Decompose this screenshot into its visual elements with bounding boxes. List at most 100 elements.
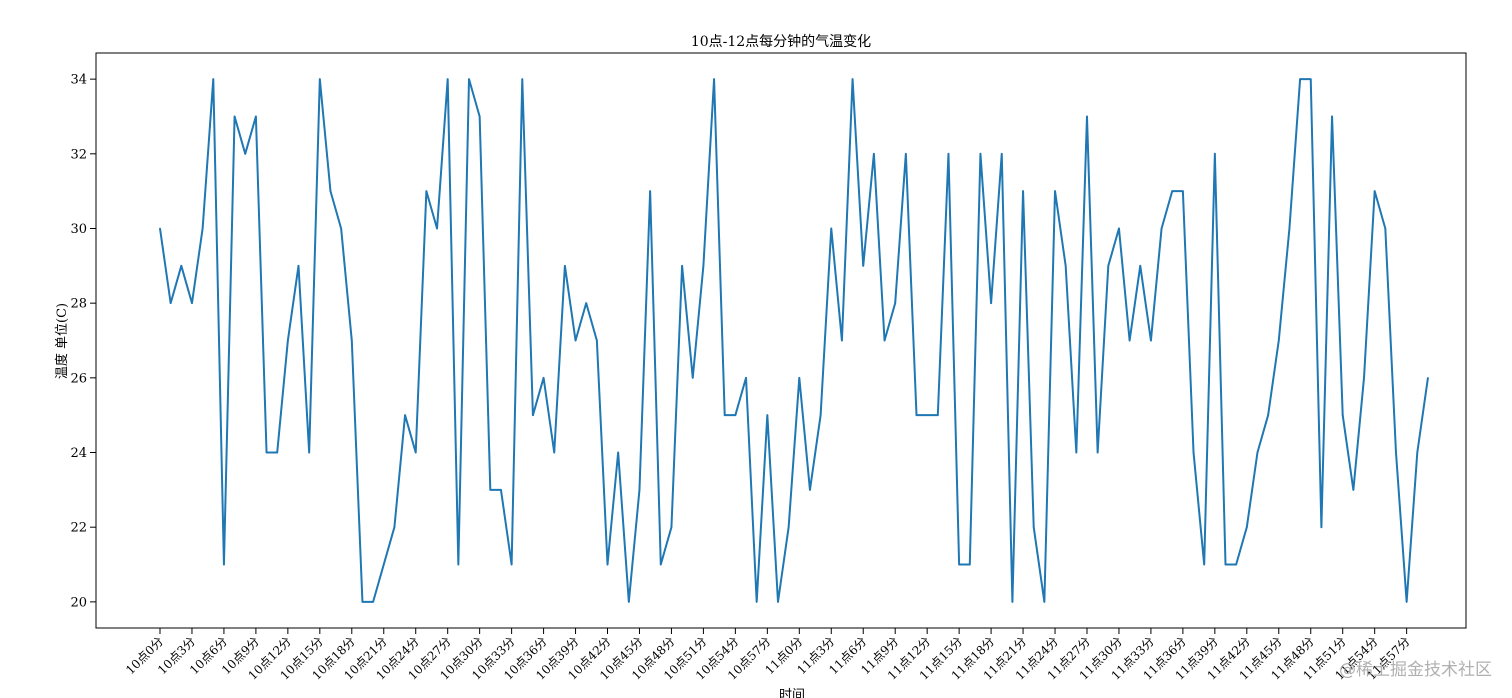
data-point [1032, 526, 1035, 528]
data-point [308, 451, 310, 454]
data-point [1086, 115, 1088, 118]
data-point [361, 601, 364, 603]
temperature-line [159, 78, 1429, 603]
data-point [905, 153, 907, 155]
data-point [937, 414, 939, 416]
y-tick-label: 30 [70, 222, 87, 237]
data-point [979, 153, 982, 155]
watermark: @稀土掘金技术社区 [1339, 660, 1492, 680]
y-tick-label: 22 [70, 521, 87, 536]
data-point [265, 451, 268, 454]
data-point [702, 265, 705, 267]
data-point [244, 153, 247, 155]
data-point [489, 489, 492, 491]
data-point [606, 563, 609, 566]
data-point [851, 78, 854, 80]
data-point [734, 414, 737, 416]
data-point [1128, 339, 1131, 342]
data-point [1096, 451, 1099, 454]
data-point [1054, 190, 1056, 192]
data-point [1214, 153, 1216, 155]
data-point [1075, 451, 1078, 454]
data-point [777, 601, 779, 603]
data-point [468, 78, 470, 80]
data-point [212, 78, 215, 80]
data-point [446, 78, 449, 80]
data-point [1011, 601, 1014, 603]
y-tick-label: 24 [70, 446, 87, 461]
data-point [425, 190, 428, 192]
data-point [723, 414, 726, 416]
data-point [1277, 339, 1280, 342]
data-point [1203, 563, 1205, 566]
data-point [841, 339, 843, 342]
data-point [287, 339, 289, 342]
data-point [201, 227, 204, 230]
data-point [1416, 451, 1419, 454]
data-point [766, 414, 769, 416]
data-point [1246, 526, 1248, 528]
data-point [873, 153, 875, 155]
data-point [329, 190, 332, 192]
data-point [862, 265, 865, 267]
data-point [1192, 451, 1195, 454]
data-point [436, 227, 438, 230]
data-point [223, 563, 225, 566]
y-tick-label: 26 [70, 371, 87, 386]
data-point [500, 489, 502, 491]
data-point [894, 302, 896, 304]
data-point [745, 377, 747, 379]
data-point [1267, 414, 1269, 416]
y-tick-label: 32 [70, 147, 87, 162]
data-point [1384, 227, 1387, 230]
data-point [1395, 451, 1397, 454]
data-point [947, 153, 950, 155]
data-point [926, 414, 928, 416]
data-point [350, 339, 353, 342]
data-point [1118, 227, 1120, 230]
data-point [191, 302, 193, 304]
data-point [1405, 601, 1408, 603]
data-point [649, 190, 651, 192]
data-point [990, 302, 992, 304]
data-point [1299, 78, 1301, 80]
x-axis-label: 时间 [779, 688, 805, 698]
data-point [393, 526, 396, 528]
data-point [798, 377, 801, 379]
data-point [1288, 227, 1291, 230]
data-point [883, 339, 886, 342]
data-point [159, 227, 161, 230]
data-point [713, 78, 715, 80]
plot-frame [95, 52, 1467, 629]
x-axis-ticks: 10点0分10点3分10点6分10点9分10点12分10点15分10点18分10… [123, 628, 1413, 683]
data-point [659, 563, 662, 566]
data-point [1363, 377, 1365, 379]
data-point [1064, 265, 1067, 267]
data-point [372, 601, 374, 603]
y-axis-label: 温度 单位(C) [54, 303, 70, 379]
data-point [1352, 489, 1355, 491]
data-point [255, 115, 257, 118]
data-points [159, 78, 1429, 603]
data-point [169, 302, 172, 304]
data-point [1000, 153, 1003, 155]
data-point [1373, 190, 1376, 192]
data-point [915, 414, 918, 416]
data-point [1235, 563, 1237, 566]
data-point [1331, 115, 1333, 118]
chart-title: 10点-12点每分钟的气温变化 [691, 33, 871, 50]
data-point [521, 78, 524, 80]
data-point [180, 265, 183, 267]
data-point [233, 115, 236, 118]
data-point [958, 563, 960, 566]
data-point [340, 227, 342, 230]
data-point [968, 563, 971, 566]
data-point [809, 489, 811, 491]
data-point [681, 265, 683, 267]
data-point [1341, 414, 1344, 416]
data-point [457, 563, 460, 566]
y-tick-label: 28 [70, 297, 87, 312]
data-point [617, 451, 619, 454]
data-point [319, 78, 321, 80]
data-point [382, 563, 385, 566]
